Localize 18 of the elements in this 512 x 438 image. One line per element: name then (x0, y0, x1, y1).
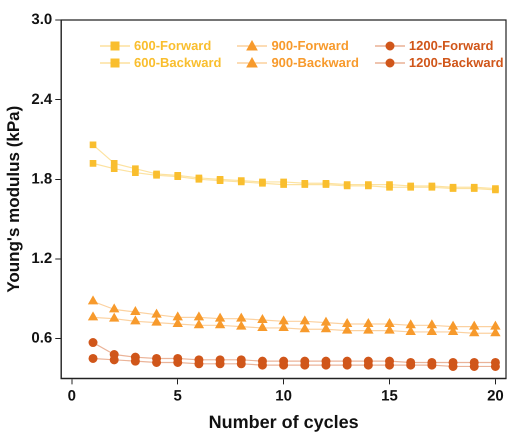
x-tick-label: 20 (487, 388, 504, 405)
x-tick-label: 5 (174, 388, 182, 405)
legend-label: 900-Forward (271, 38, 349, 53)
legend-label: 1200-Forward (408, 38, 494, 53)
x-tick-label: 10 (275, 388, 292, 405)
y-tick-label: 3.0 (31, 11, 52, 28)
legend-label: 600-Backward (134, 55, 222, 70)
y-tick-label: 1.8 (31, 170, 52, 188)
legend-label: 600-Forward (134, 38, 212, 53)
x-tick-label: 15 (381, 388, 398, 405)
y-tick-label: 2.4 (31, 90, 53, 108)
y-axis-title: Young's modulus (kPa) (4, 106, 23, 293)
y-tick-label: 0.6 (31, 330, 52, 347)
x-axis-title: Number of cycles (208, 412, 359, 432)
y-tick-label: 1.2 (31, 250, 52, 268)
legend-label: 1200-Backward (408, 55, 504, 70)
x-tick-label: 0 (68, 388, 76, 405)
legend-label: 900-Backward (271, 55, 359, 70)
